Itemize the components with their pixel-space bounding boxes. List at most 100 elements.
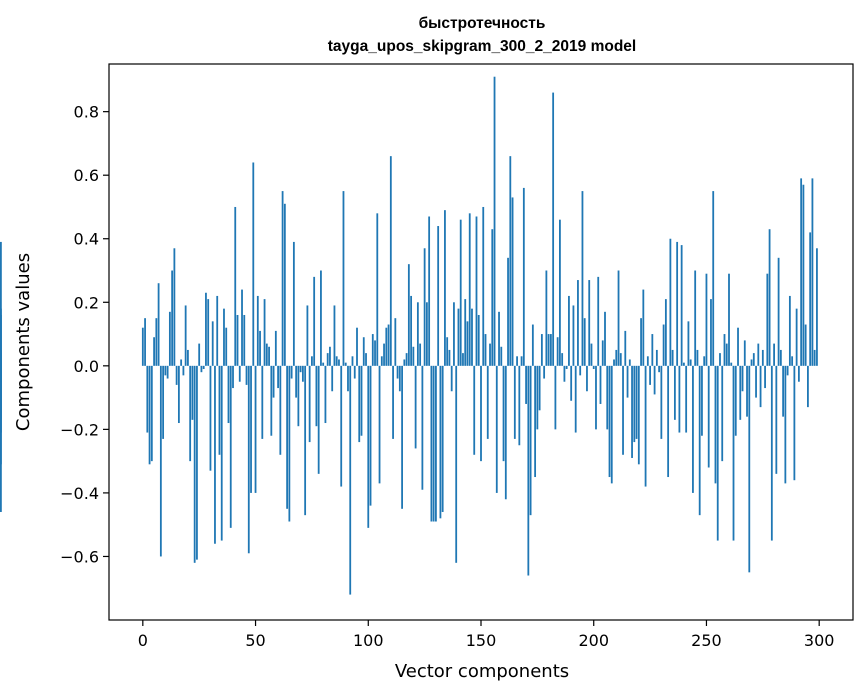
bar (200, 365, 203, 373)
bar (565, 365, 568, 370)
bar (728, 273, 730, 366)
bar (462, 353, 464, 366)
bar (791, 356, 794, 366)
bar (369, 365, 372, 506)
bar (595, 365, 597, 430)
bar (531, 324, 534, 366)
bar (403, 359, 406, 366)
bar (383, 343, 385, 366)
bar (412, 346, 415, 366)
bar (549, 334, 552, 366)
x-axis: 0 50 100 150 200 250 300 (138, 620, 834, 650)
bar (678, 365, 681, 433)
bar (676, 241, 679, 366)
bar (243, 314, 246, 366)
bar (536, 365, 539, 430)
bar (466, 321, 469, 366)
bar (216, 295, 219, 366)
bar (692, 365, 694, 493)
bar (743, 340, 746, 366)
bar (696, 349, 699, 366)
bar (698, 365, 701, 516)
bar (804, 324, 807, 366)
bar (398, 365, 401, 392)
bar (419, 343, 422, 366)
bar (297, 365, 300, 427)
bar (683, 362, 685, 366)
bar (615, 349, 618, 366)
bar (229, 365, 232, 528)
bar (491, 229, 494, 366)
bar (649, 365, 651, 385)
bar (579, 365, 582, 376)
bar (410, 295, 413, 366)
bar (507, 257, 509, 366)
bar (157, 283, 160, 366)
bar (489, 343, 491, 366)
bar (721, 365, 724, 462)
bar (739, 365, 742, 420)
bar (342, 191, 345, 366)
bar (376, 213, 379, 366)
bar (189, 365, 192, 462)
bar (326, 353, 329, 366)
bar (574, 365, 577, 433)
bar (513, 365, 516, 439)
bar (207, 299, 210, 366)
bar (256, 295, 259, 366)
bar (468, 213, 471, 366)
bar (543, 365, 546, 379)
bar (777, 257, 780, 366)
bar (263, 299, 266, 366)
bar (416, 302, 419, 366)
bar (518, 365, 521, 446)
bar (288, 365, 291, 522)
bar (482, 206, 485, 366)
bar (477, 314, 480, 366)
chart-subtitle: tayga_upos_skipgram_300_2_2019 model (328, 38, 636, 55)
bar (331, 365, 334, 392)
bar (259, 330, 261, 366)
bar (448, 349, 451, 366)
bar (304, 365, 307, 516)
bar (274, 330, 277, 366)
bar (590, 343, 593, 366)
bar (606, 365, 609, 430)
bar (563, 365, 566, 382)
bar (349, 365, 352, 595)
bar (450, 365, 453, 392)
bar (655, 349, 658, 366)
bar (279, 365, 282, 455)
bar (227, 365, 230, 424)
bar (746, 365, 748, 417)
bar (144, 318, 146, 366)
bar (277, 365, 279, 389)
bar (475, 216, 478, 366)
bar (703, 356, 706, 366)
bar (389, 156, 392, 366)
bar (795, 308, 798, 366)
bar (775, 365, 778, 474)
bar (358, 365, 361, 443)
bar (247, 365, 250, 554)
bar (628, 359, 631, 366)
bar (750, 359, 753, 366)
bar (741, 365, 744, 392)
bar (387, 324, 390, 366)
bar (599, 365, 602, 404)
bar (455, 365, 458, 563)
bar (367, 365, 370, 528)
bar (214, 365, 216, 544)
x-tick-label: 100 (353, 631, 384, 650)
bar (714, 365, 717, 484)
bar (353, 365, 356, 379)
bar (701, 365, 703, 436)
bar (315, 365, 318, 427)
bar (800, 178, 803, 366)
bar (223, 308, 225, 366)
bar (168, 311, 171, 366)
bar (660, 365, 663, 439)
bar (640, 318, 642, 366)
bar (430, 365, 433, 522)
